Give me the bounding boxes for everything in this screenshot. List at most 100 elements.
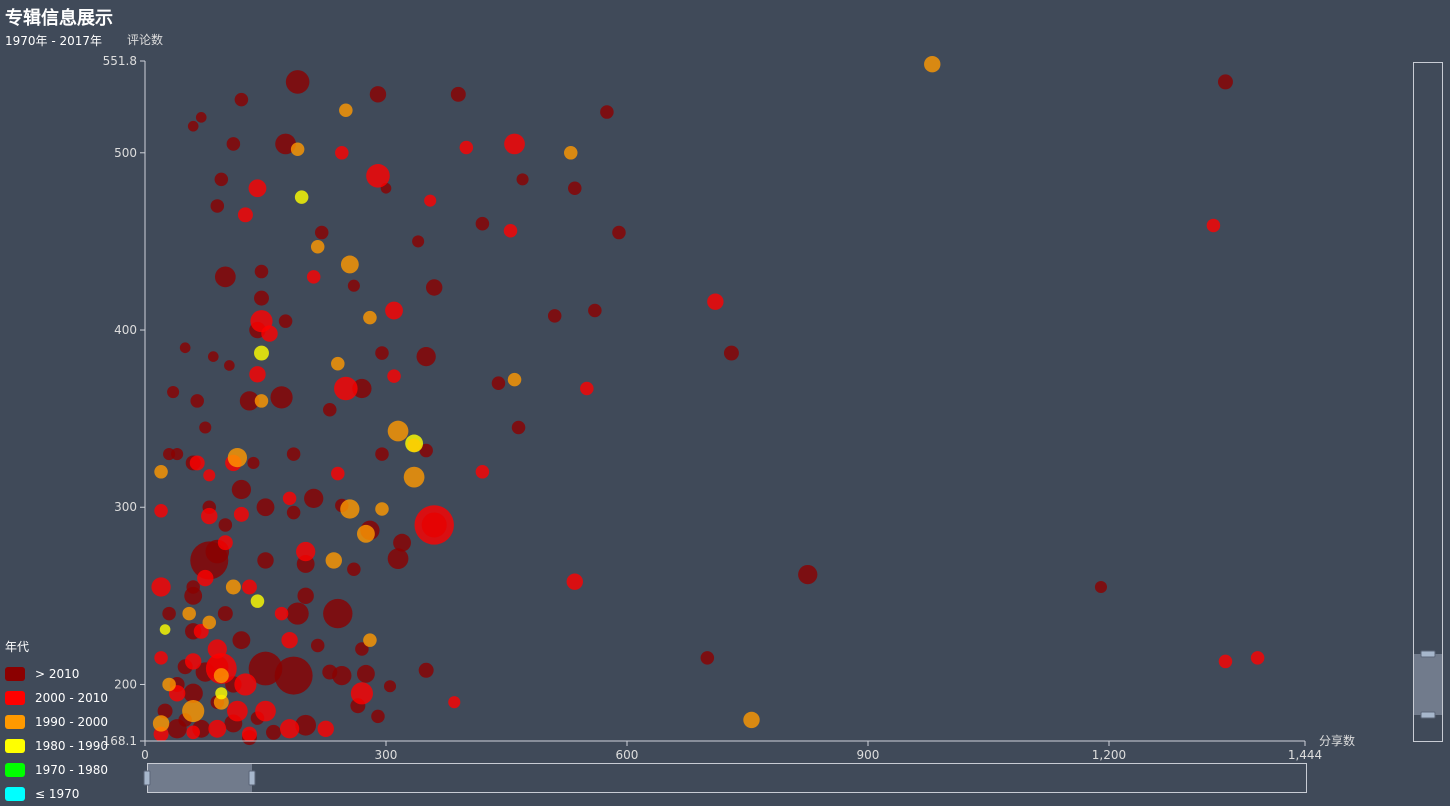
album-point[interactable] [347, 279, 360, 292]
album-point[interactable] [450, 86, 466, 102]
album-point[interactable] [201, 507, 218, 525]
album-point[interactable] [154, 465, 168, 479]
album-point[interactable] [340, 255, 359, 274]
legend-item-1990-2000[interactable]: 1990 - 2000 [5, 710, 108, 734]
album-point[interactable] [355, 642, 369, 656]
x-datazoom-window[interactable] [148, 764, 252, 792]
album-point[interactable] [182, 606, 196, 621]
album-point[interactable] [304, 488, 324, 509]
album-point[interactable] [331, 466, 345, 481]
album-point[interactable] [202, 615, 217, 630]
album-point[interactable] [387, 369, 401, 383]
album-point[interactable] [310, 638, 325, 653]
album-point[interactable] [217, 535, 233, 551]
album-point[interactable] [231, 479, 252, 500]
album-point[interactable] [254, 345, 269, 361]
album-point[interactable] [516, 173, 529, 186]
album-point[interactable] [419, 443, 433, 458]
album-point[interactable] [375, 447, 389, 461]
album-point[interactable] [294, 190, 309, 204]
album-point[interactable] [213, 668, 229, 684]
album-point[interactable] [162, 677, 176, 692]
album-point[interactable] [281, 631, 298, 649]
album-point[interactable] [241, 726, 257, 742]
album-point[interactable] [286, 602, 309, 625]
album-point[interactable] [207, 351, 219, 362]
album-point[interactable] [371, 709, 385, 724]
album-point[interactable] [241, 579, 257, 595]
album-point[interactable] [239, 391, 260, 411]
album-point[interactable] [314, 225, 329, 240]
album-point[interactable] [356, 524, 375, 543]
album-point[interactable] [297, 587, 314, 605]
album-point[interactable] [203, 469, 216, 482]
album-point[interactable] [232, 631, 251, 650]
album-point[interactable] [347, 562, 361, 577]
album-point[interactable] [290, 142, 305, 157]
album-point[interactable] [491, 376, 506, 390]
album-point[interactable] [375, 502, 389, 516]
album-point[interactable] [282, 491, 297, 506]
x-datazoom-handle-left[interactable] [143, 770, 151, 786]
album-point[interactable] [152, 715, 170, 732]
album-point[interactable] [266, 724, 282, 740]
y-datazoom[interactable] [1413, 62, 1443, 742]
album-point[interactable] [217, 606, 233, 622]
album-point[interactable] [375, 346, 389, 360]
album-point[interactable] [459, 140, 474, 155]
album-point[interactable] [323, 403, 337, 417]
album-point[interactable] [182, 699, 205, 723]
album-point[interactable] [186, 725, 200, 740]
album-point[interactable] [208, 719, 227, 738]
album-point[interactable] [179, 342, 191, 354]
album-point[interactable] [163, 448, 176, 461]
album-point[interactable] [566, 573, 583, 590]
album-point[interactable] [340, 499, 360, 519]
album-point[interactable] [257, 552, 274, 569]
album-point[interactable] [588, 303, 602, 318]
album-point[interactable] [700, 651, 715, 665]
album-point[interactable] [363, 310, 377, 325]
legend-item-le1970[interactable]: ≤ 1970 [5, 782, 108, 806]
album-point[interactable] [507, 372, 522, 387]
album-point[interactable] [214, 172, 229, 187]
album-point[interactable] [568, 181, 582, 196]
x-datazoom[interactable] [143, 763, 1307, 793]
album-point[interactable] [270, 386, 293, 409]
album-point[interactable] [475, 465, 490, 479]
album-point[interactable] [234, 673, 257, 696]
album-point[interactable] [195, 112, 207, 123]
album-point[interactable] [418, 662, 434, 678]
album-point[interactable] [215, 687, 228, 700]
album-point[interactable] [798, 564, 818, 585]
y-datazoom-handle-bottom[interactable] [1420, 711, 1436, 719]
y-datazoom-handle-top[interactable] [1420, 650, 1436, 658]
album-point[interactable] [190, 394, 204, 408]
album-point[interactable] [254, 290, 269, 306]
album-point[interactable] [214, 266, 236, 288]
album-point[interactable] [167, 386, 180, 399]
album-point[interactable] [1250, 651, 1265, 665]
album-point[interactable] [424, 194, 437, 207]
album-point[interactable] [363, 633, 377, 647]
album-point[interactable] [247, 456, 260, 469]
album-point[interactable] [387, 420, 409, 442]
album-point[interactable] [275, 133, 296, 155]
album-point[interactable] [323, 598, 353, 629]
album-point[interactable] [256, 498, 275, 517]
album-point[interactable] [369, 86, 387, 103]
legend-item-1980-1990[interactable]: 1980 - 1990 [5, 734, 108, 758]
y-datazoom-window[interactable] [1414, 654, 1442, 715]
album-point[interactable] [393, 533, 411, 552]
album-point[interactable] [255, 700, 276, 722]
album-point[interactable] [511, 420, 526, 435]
album-point[interactable] [1218, 654, 1233, 669]
album-point[interactable] [1094, 580, 1107, 594]
album-point[interactable] [295, 714, 317, 736]
album-point[interactable] [600, 105, 614, 119]
album-point[interactable] [227, 447, 248, 468]
album-point[interactable] [237, 207, 253, 223]
album-point[interactable] [187, 120, 199, 132]
album-point[interactable] [335, 146, 349, 160]
legend-item-gt2010[interactable]: > 2010 [5, 662, 108, 686]
